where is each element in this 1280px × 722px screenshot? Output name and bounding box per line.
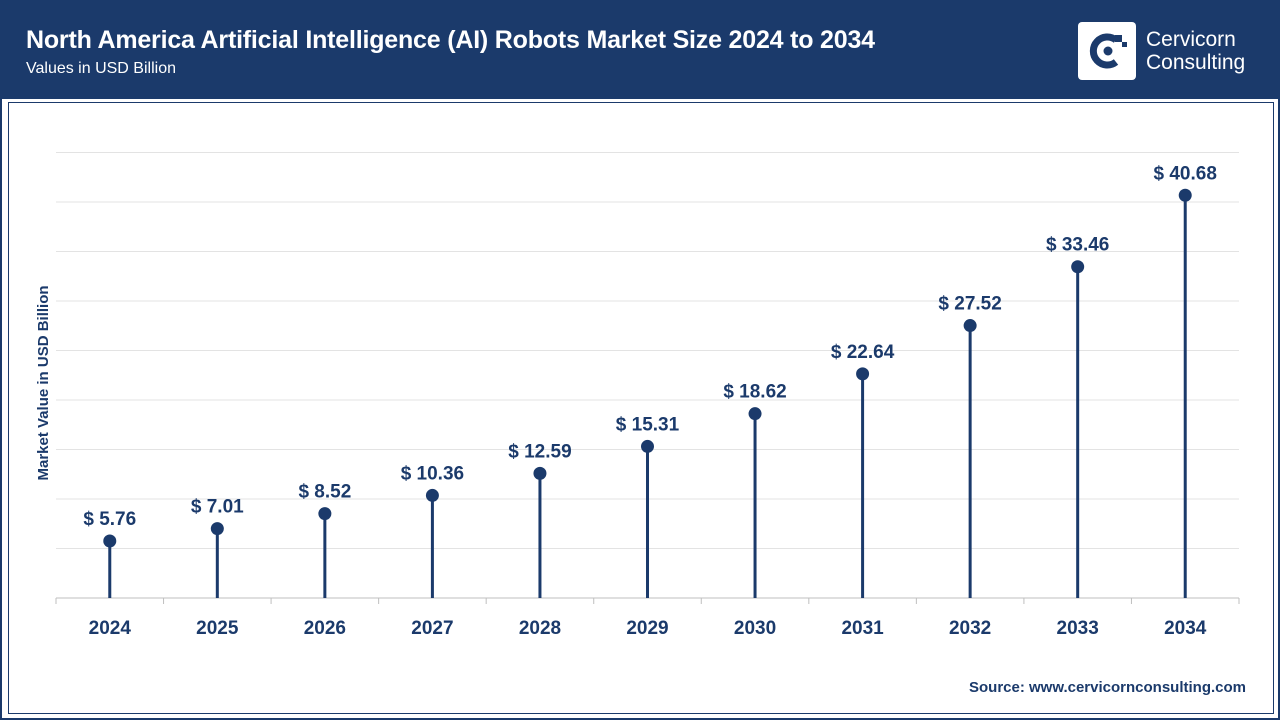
x-tick-label: 2027: [411, 618, 453, 639]
lollipop-dot: [318, 507, 332, 521]
x-tick-label: 2024: [89, 618, 132, 639]
source-note: Source: www.cervicornconsulting.com: [968, 679, 1246, 696]
lollipop-dot: [641, 439, 654, 453]
data-label: $ 10.36: [401, 463, 464, 484]
data-label: $ 18.62: [723, 382, 786, 403]
lollipop-dot: [1071, 260, 1085, 274]
lollipop-dot: [856, 367, 870, 381]
lollipop-dot: [748, 407, 762, 421]
lollipop-dot: [963, 319, 977, 333]
x-tick-label: 2029: [626, 618, 668, 639]
data-label: $ 15.31: [616, 414, 680, 435]
chart-title: North America Artificial Intelligence (A…: [26, 26, 875, 54]
x-tick-label: 2032: [949, 618, 991, 639]
lollipop-dot: [533, 466, 547, 480]
x-axis: 2024 2025 2026 2027 2028 2029 2030 2031 2032 2033…: [55, 597, 1240, 639]
lollipop-dot: [210, 522, 224, 536]
lollipop-dot: [425, 488, 439, 502]
header-bar: North America Artificial Intelligence (A…: [2, 2, 1280, 99]
lollipop-dot: [103, 534, 117, 548]
x-tick-label: 2025: [196, 618, 239, 639]
plot-area-border: [8, 102, 1274, 714]
x-tick-label: 2033: [1057, 618, 1099, 639]
cervicorn-logo-icon: [1078, 22, 1136, 80]
data-label: $ 40.68: [1154, 163, 1217, 184]
data-label: $ 22.64: [831, 342, 895, 363]
chart-marks: $ 5.76 $ 7.01 $ 8.52 $ 10.36 $ 12.59 $ 15.31 $…: [83, 163, 1217, 598]
data-label: $ 5.76: [83, 509, 136, 530]
x-tick-label: 2030: [734, 618, 776, 639]
logo-line-2: Consulting: [1146, 51, 1246, 74]
data-label: $ 27.52: [938, 294, 1001, 315]
x-tick-label: 2026: [304, 618, 346, 639]
data-label: $ 7.01: [191, 497, 244, 518]
x-tick-label: 2031: [841, 618, 884, 639]
lollipop-dot: [1178, 188, 1192, 202]
x-tick-label: 2034: [1164, 618, 1207, 639]
data-label: $ 8.52: [298, 482, 351, 503]
logo-wordmark: Cervicorn Consulting: [1146, 28, 1245, 74]
data-label: $ 12.59: [508, 441, 571, 462]
data-label: $ 33.46: [1046, 235, 1109, 256]
x-tick-label: 2028: [519, 618, 561, 639]
brand-logo: Cervicorn Consulting: [1078, 22, 1245, 80]
chart-subtitle: Values in USD Billion: [26, 60, 176, 77]
logo-line-1: Cervicorn: [1146, 28, 1236, 51]
y-axis-title: Market Value in USD Billion: [35, 285, 52, 480]
